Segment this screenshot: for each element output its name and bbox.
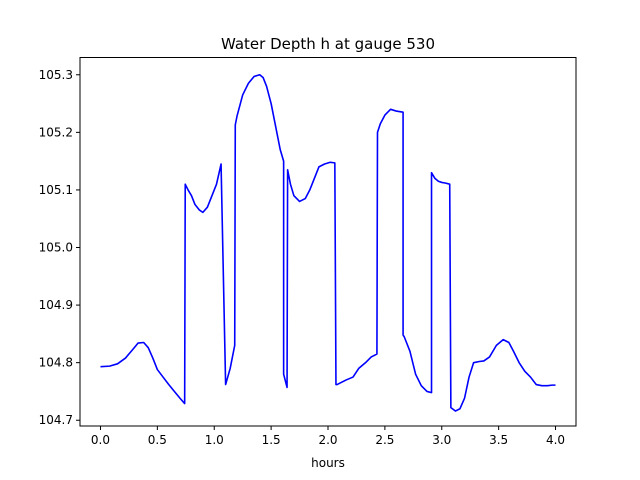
y-tick-label: 105.3 (39, 68, 73, 82)
x-axis: 0.0 0.5 1.0 1.5 2.0 2.5 3.0 3.5 4.0 (91, 426, 565, 447)
x-axis-label: hours (311, 456, 345, 470)
x-tick-label: 2.0 (318, 433, 337, 447)
y-axis: 104.7 104.8 104.9 105.0 105.1 105.2 105.3 (39, 68, 80, 427)
x-tick-label: 4.0 (546, 433, 565, 447)
x-tick-label: 3.0 (432, 433, 451, 447)
y-tick-label: 104.8 (39, 356, 73, 370)
x-tick-label: 0.0 (91, 433, 110, 447)
x-tick-label: 3.5 (489, 433, 508, 447)
x-tick-label: 2.5 (375, 433, 394, 447)
x-tick-label: 1.5 (262, 433, 281, 447)
series-layer (100, 73, 556, 412)
chart-title: Water Depth h at gauge 530 (221, 35, 435, 53)
y-tick-label: 105.0 (39, 241, 73, 255)
x-tick-label: 0.5 (148, 433, 167, 447)
y-tick-label: 104.9 (39, 298, 73, 312)
y-tick-label: 104.7 (39, 413, 73, 427)
series-line-0 (100, 73, 556, 412)
y-tick-label: 105.1 (39, 183, 73, 197)
y-tick-label: 105.2 (39, 125, 73, 139)
x-tick-label: 1.0 (205, 433, 224, 447)
